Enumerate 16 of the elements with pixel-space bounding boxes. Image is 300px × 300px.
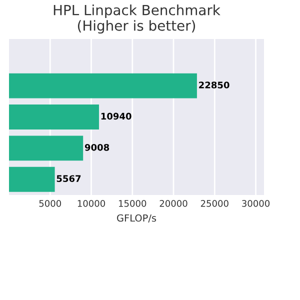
bar [9, 166, 55, 192]
x-tick-label: 15000 [119, 200, 146, 207]
data-label: 5567 [56, 175, 81, 182]
x-tick-label: 5000 [39, 200, 62, 207]
x-tick-label: 30000 [242, 200, 270, 207]
data-label: 22850 [199, 82, 230, 88]
chart-title: HPL Linpack Benchmark (Higher is better) [54, 4, 220, 34]
bar [9, 73, 197, 98]
data-label: 10940 [101, 112, 132, 120]
data-label: 9008 [84, 144, 110, 151]
x-tick-label: 10000 [78, 200, 106, 207]
x-axis-title: GFLOP/s [117, 214, 156, 222]
bar [9, 136, 84, 161]
x-tick-label: 25000 [200, 200, 228, 207]
x-tick-label: 20000 [160, 200, 188, 207]
bar [9, 104, 99, 130]
